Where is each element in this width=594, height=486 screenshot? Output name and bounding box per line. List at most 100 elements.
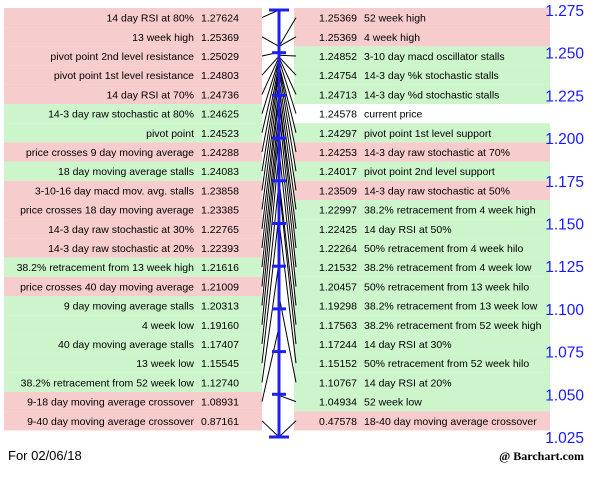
right-row-label: 3-10 day macd oscillator stalls [364, 51, 505, 63]
axis-tick-label: 1.025 [545, 430, 584, 446]
axis-tick-label: 1.275 [545, 3, 584, 20]
left-row-label: price crosses 18 day moving average [20, 205, 194, 217]
left-row-value: 1.08931 [201, 397, 239, 409]
right-connector-line [278, 394, 297, 403]
right-connector-line [278, 99, 297, 249]
right-row-label: 14 day RSI at 20% [364, 377, 452, 389]
right-row-label: 14-3 day raw stochastic at 70% [364, 147, 510, 159]
right-row-background [294, 353, 550, 373]
left-row-label: 13 week high [132, 32, 194, 44]
right-row-background [294, 315, 550, 335]
right-row-background [294, 142, 550, 162]
axis-tick-label: 1.125 [545, 259, 584, 276]
right-row-value: 1.22425 [319, 224, 357, 236]
left-row-label: 38.2% retracement from 52 week low [21, 377, 195, 389]
right-row-background [294, 8, 550, 28]
left-row-label: pivot point 1st level resistance [54, 70, 194, 82]
right-row-value: 1.25369 [319, 32, 357, 44]
right-connector-line [278, 57, 297, 95]
axis-tick-label: 1.100 [545, 302, 584, 319]
right-row-label: 14 day RSI at 50% [364, 224, 452, 236]
axis-tick-label: 1.250 [545, 46, 584, 63]
right-row-value: 1.21532 [319, 262, 357, 274]
right-connector-line [278, 150, 297, 306]
right-connector-line [278, 59, 297, 114]
right-row-background [294, 219, 550, 239]
left-connector-line [261, 182, 280, 345]
left-row-label: 14 day RSI at 80% [106, 13, 194, 25]
right-connector-line [278, 36, 297, 47]
right-row-value: 1.15152 [319, 358, 357, 370]
right-row-label: current price [364, 109, 423, 121]
left-row-value: 1.24288 [201, 147, 239, 159]
left-connector-line [261, 214, 280, 364]
left-row-label: 3-10-16 day macd mov. avg. stalls [35, 185, 194, 197]
left-connector-line [261, 132, 280, 306]
left-row-background [4, 334, 262, 354]
right-row-value: 1.24578 [319, 109, 357, 121]
right-row-value: 1.24754 [319, 70, 357, 82]
right-row-background [294, 296, 550, 316]
right-row-background [294, 27, 550, 47]
left-row-value: 0.87161 [201, 416, 239, 428]
left-connector-line [261, 80, 280, 210]
left-row-value: 1.17407 [201, 339, 239, 351]
left-row-value: 1.25369 [201, 32, 239, 44]
axis-tick-label: 1.050 [545, 387, 584, 404]
right-row-label: 14-3 day %k stochastic stalls [364, 70, 499, 82]
right-connector-line [278, 56, 297, 76]
left-row-value: 1.12740 [201, 377, 239, 389]
trader-cheat-sheet-chart: 14 day RSI at 80% 1.27624 13 week high 1.25… [4, 3, 584, 446]
left-row-value: 1.22393 [201, 243, 239, 255]
right-row-value: 1.24713 [319, 89, 357, 101]
left-row-label: 14-3 day raw stochastic at 30% [48, 224, 194, 236]
right-row-label: 14 day RSI at 30% [364, 339, 452, 351]
left-row-value: 1.22765 [201, 224, 239, 236]
left-row-background [4, 372, 262, 392]
right-connector-line [278, 69, 297, 172]
left-connector-line [261, 262, 280, 383]
left-connector-line [261, 68, 280, 172]
left-connector-line [261, 72, 280, 191]
right-row-background [294, 180, 550, 200]
right-connector-line [278, 185, 297, 345]
left-row-value: 1.21616 [201, 262, 239, 274]
right-row-value: 1.24017 [319, 166, 357, 178]
right-connector-line [278, 96, 297, 229]
left-connector-line [261, 120, 280, 287]
left-row-label: pivot point 2nd level resistance [50, 51, 194, 63]
right-row-value: 1.10767 [319, 377, 357, 389]
left-row-background [4, 238, 262, 258]
right-row-value: 1.04934 [319, 397, 357, 409]
right-connector-line [278, 420, 297, 438]
left-row-background [4, 161, 262, 181]
left-row-label: 40 day moving average stalls [58, 339, 194, 351]
right-row-background [294, 411, 550, 431]
left-row-label: pivot point [146, 128, 194, 140]
right-row-label: 52 week high [364, 13, 426, 25]
axis-tick-label: 1.175 [545, 174, 584, 191]
right-row-label: 50% retracement from 4 week hilo [364, 243, 523, 255]
price-axis [269, 8, 289, 439]
right-row-background [294, 161, 550, 181]
left-row-value: 1.24736 [201, 89, 239, 101]
right-row-value: 1.22264 [319, 243, 357, 255]
right-row-background [294, 65, 550, 85]
left-row-label: 14 day RSI at 70% [106, 89, 194, 101]
right-row-value: 1.22997 [319, 205, 357, 217]
left-connector-line [261, 58, 280, 114]
right-row-value: 1.24297 [319, 128, 357, 140]
left-row-background [4, 392, 262, 412]
right-connector-line [278, 130, 297, 287]
left-row-label: 13 week low [136, 358, 194, 370]
right-row-background [294, 123, 550, 143]
left-row-background [4, 46, 262, 66]
left-row-value: 1.24625 [201, 109, 239, 121]
left-row-value: 1.23385 [201, 205, 239, 217]
axis-tick-label: 1.150 [545, 217, 584, 234]
left-row-background [4, 27, 262, 47]
left-row-background [4, 200, 262, 220]
right-row-value: 1.23509 [319, 185, 357, 197]
right-row-label: 50% retracement from 52 week hilo [364, 358, 529, 370]
left-row-label: 9-18 day moving average crossover [27, 397, 194, 409]
